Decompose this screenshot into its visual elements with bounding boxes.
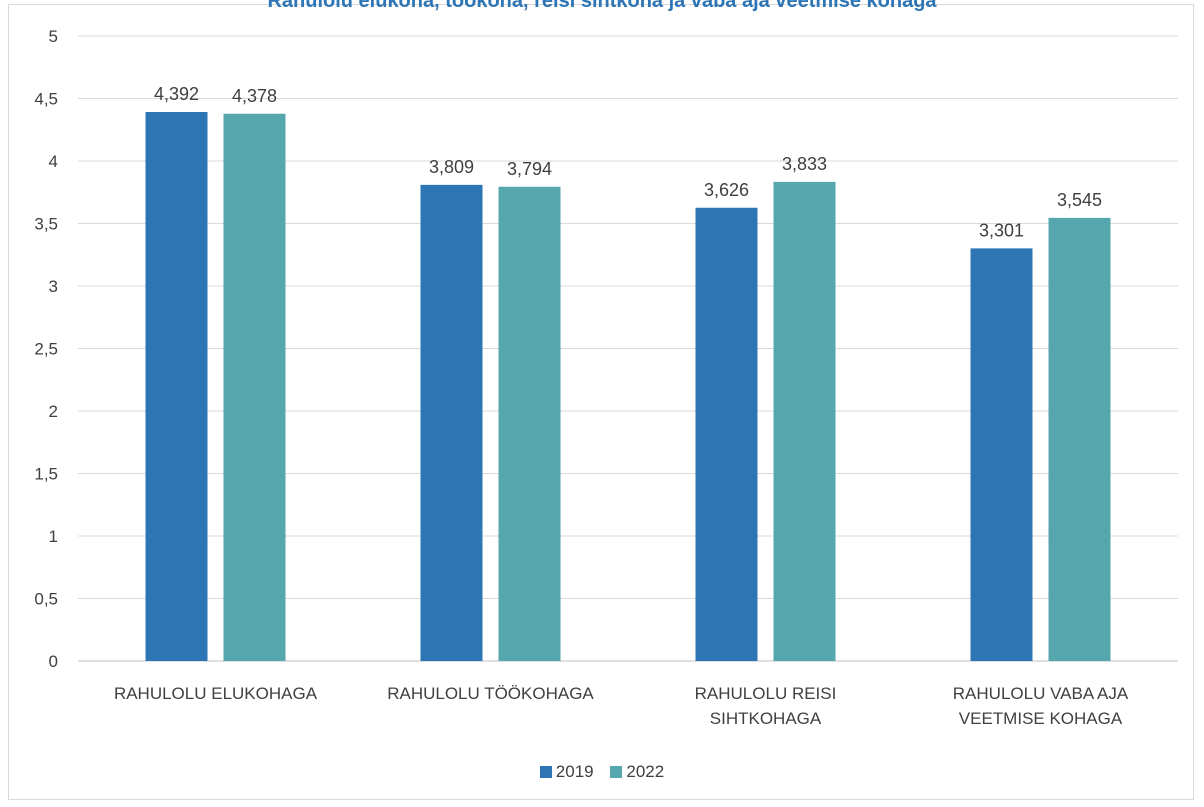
legend-item-2019: 2019 [539, 762, 594, 782]
x-tick-label: RAHULOLU VABA AJA [953, 684, 1129, 703]
legend: 2019 2022 [0, 762, 1204, 782]
bar-2022-2 [773, 181, 836, 661]
y-tick-label: 2 [49, 402, 58, 421]
bar-2022-0 [223, 113, 286, 661]
data-label: 3,301 [979, 220, 1024, 240]
x-tick-label: RAHULOLU TÖÖKOHAGA [387, 684, 594, 703]
data-label: 4,378 [232, 86, 277, 106]
chart-title: Rahulolu elukoha, töökoha, reisi sihtkoh… [267, 0, 937, 12]
x-tick-label: RAHULOLU ELUKOHAGA [114, 684, 318, 703]
bar-2019-2 [695, 207, 758, 661]
y-tick-label: 0 [49, 652, 58, 671]
x-tick-label: VEETMISE KOHAGA [959, 709, 1123, 728]
legend-swatch-2019 [539, 766, 552, 778]
data-label: 3,809 [429, 157, 474, 177]
x-tick-label: RAHULOLU REISI [695, 684, 837, 703]
bar-2019-0 [145, 112, 208, 661]
y-tick-label: 0,5 [34, 590, 58, 609]
bar-2019-3 [970, 248, 1033, 661]
legend-label-2019: 2019 [555, 762, 594, 781]
data-label: 3,833 [782, 154, 827, 174]
y-tick-label: 5 [49, 27, 58, 46]
y-tick-label: 3 [49, 277, 58, 296]
y-tick-label: 1 [49, 527, 58, 546]
bar-2022-3 [1048, 217, 1111, 661]
bar-2019-1 [420, 184, 483, 661]
legend-swatch-2022 [610, 766, 623, 778]
y-tick-label: 2,5 [34, 340, 58, 359]
x-tick-label: SIHTKOHAGA [710, 709, 822, 728]
y-tick-label: 4 [49, 152, 58, 171]
data-label: 3,545 [1057, 190, 1102, 210]
data-label: 3,626 [704, 180, 749, 200]
data-label: 3,794 [507, 159, 552, 179]
y-tick-label: 3,5 [34, 215, 58, 234]
legend-item-2022: 2022 [610, 762, 664, 782]
data-label: 4,392 [154, 84, 199, 104]
y-tick-label: 1,5 [34, 465, 58, 484]
y-tick-label: 4,5 [34, 90, 58, 109]
bar-2022-1 [498, 186, 561, 661]
legend-label-2022: 2022 [626, 762, 665, 781]
